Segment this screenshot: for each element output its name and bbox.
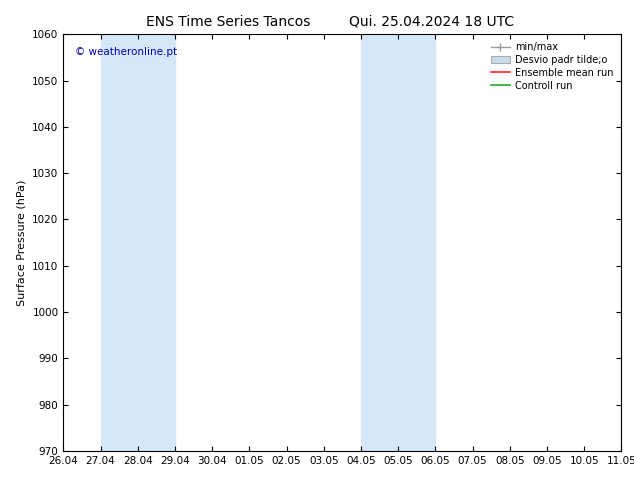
Bar	[101, 34, 175, 451]
Bar	[361, 34, 436, 451]
Text: ENS Time Series Tancos: ENS Time Series Tancos	[146, 15, 311, 29]
Text: © weatheronline.pt: © weatheronline.pt	[75, 47, 177, 57]
Legend: min/max, Desvio padr tilde;o, Ensemble mean run, Controll run: min/max, Desvio padr tilde;o, Ensemble m…	[487, 38, 618, 95]
Bar	[621, 34, 634, 451]
Y-axis label: Surface Pressure (hPa): Surface Pressure (hPa)	[16, 179, 27, 306]
Text: Qui. 25.04.2024 18 UTC: Qui. 25.04.2024 18 UTC	[349, 15, 514, 29]
